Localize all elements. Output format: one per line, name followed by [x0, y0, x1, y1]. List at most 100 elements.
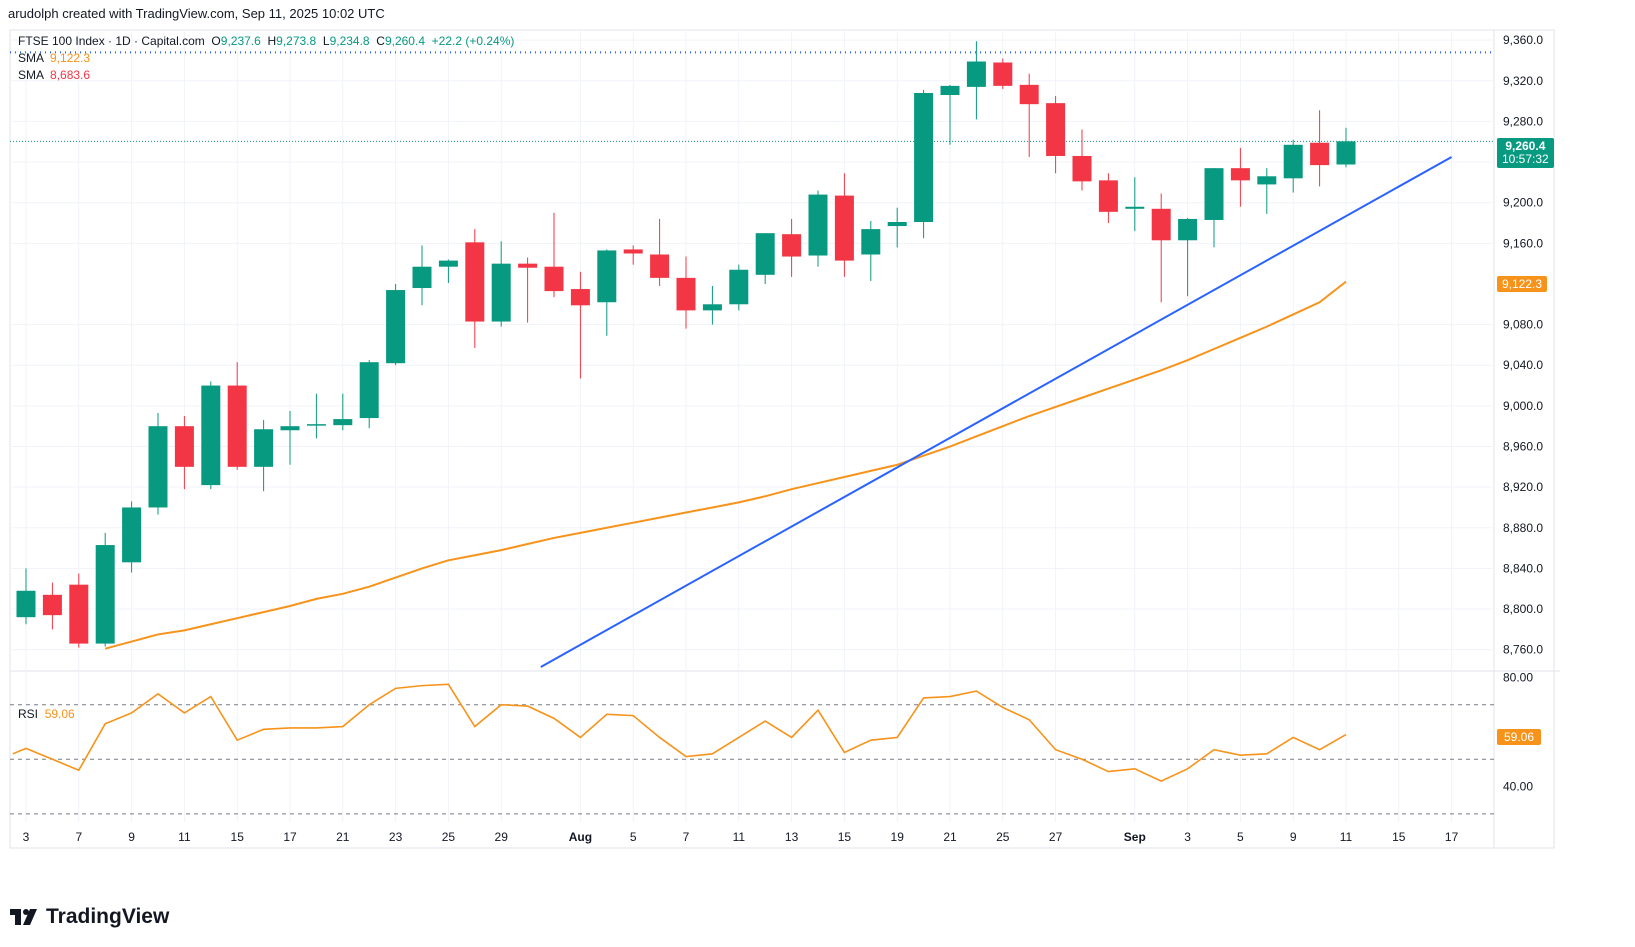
open-value: 9,237.6 [220, 34, 261, 48]
candle-body [1125, 206, 1145, 209]
last-price-text: 9,260.4 [1505, 139, 1546, 153]
sma2-row[interactable]: SMA 8,683.6 [18, 67, 514, 84]
candle-body [174, 426, 194, 467]
candle-body [729, 269, 749, 305]
low-value: 9,234.8 [329, 34, 370, 48]
rsi-legend[interactable]: RSI 59.06 [18, 707, 75, 721]
x-tick-label: 3 [1184, 830, 1191, 844]
attribution-text: arudolph created with TradingView.com, S… [8, 6, 385, 21]
candle-body [597, 250, 617, 303]
candle-body [808, 194, 828, 256]
sma-line [104, 280, 1347, 650]
x-tick-label: 5 [1237, 830, 1244, 844]
y-tick-label: 8,760.0 [1503, 643, 1543, 657]
rsi-label: RSI [18, 707, 39, 721]
candle-body [333, 419, 353, 426]
symbol-name: FTSE 100 Index · 1D · Capital.com [18, 34, 205, 48]
x-tick-label: 11 [1340, 830, 1353, 844]
close-value: 9,260.4 [384, 34, 425, 48]
candle-body [1072, 155, 1092, 182]
candle-body [280, 426, 300, 431]
candle-body [359, 362, 379, 419]
close-label: C [376, 34, 385, 48]
candle-body [69, 584, 89, 644]
candle-body [16, 590, 36, 618]
candle-body [42, 594, 62, 616]
sma-price-text: 9,122.3 [1502, 277, 1543, 291]
candle-body [755, 233, 775, 275]
y-tick-label: 9,000.0 [1503, 399, 1543, 413]
sma2-label: SMA [18, 68, 44, 82]
x-tick-label: 21 [336, 830, 350, 844]
candle-body [1204, 168, 1224, 220]
candle-body [201, 385, 221, 486]
rsi-line [12, 683, 1347, 782]
rsi-tick-label: 40.00 [1503, 780, 1533, 794]
candle-body [1257, 176, 1277, 185]
x-tick-label: 25 [442, 830, 456, 844]
candle-body [254, 429, 274, 467]
y-tick-label: 8,840.0 [1503, 561, 1543, 575]
countdown-text: 10:57:32 [1502, 152, 1549, 166]
x-tick-label: 19 [891, 830, 905, 844]
y-tick-label: 9,360.0 [1503, 33, 1543, 47]
sma1-label: SMA [18, 51, 44, 65]
rsi-value-tag: 59.06 [1497, 729, 1542, 745]
candle-body [940, 85, 960, 96]
candle-body [570, 289, 590, 306]
candle-body [518, 263, 538, 268]
sma1-value: 9,122.3 [50, 51, 91, 65]
x-tick-label: 27 [1049, 830, 1063, 844]
candle-body [1019, 84, 1039, 105]
y-tick-label: 8,960.0 [1503, 440, 1543, 454]
candle-body [887, 222, 907, 227]
rsi-legend-value: 59.06 [44, 707, 75, 721]
x-tick-label: 5 [630, 830, 637, 844]
x-tick-label: 11 [733, 830, 746, 844]
x-tick-label: 21 [943, 830, 957, 844]
candle-body [966, 61, 986, 87]
candle-body [1336, 141, 1356, 165]
x-tick-label: 15 [231, 830, 245, 844]
x-tick-label: 11 [178, 830, 191, 844]
candle-body [623, 249, 643, 254]
candle-body [702, 304, 722, 311]
low-label: L [322, 34, 330, 48]
candle-body [386, 290, 406, 364]
candle-body [227, 385, 247, 467]
x-tick-label: Aug [569, 830, 592, 844]
candle-body [122, 507, 142, 563]
candle-body [465, 242, 485, 322]
last-price-tag: 9,260.4 10:57:32 [1497, 138, 1554, 168]
change-value: +22.2 (+0.24%) [431, 34, 515, 48]
symbol-row[interactable]: FTSE 100 Index · 1D · Capital.com O9,237… [18, 33, 514, 50]
y-tick-label: 9,080.0 [1503, 318, 1543, 332]
candle-body [914, 92, 934, 222]
x-tick-label: 9 [128, 830, 135, 844]
tradingview-logo[interactable]: TradingView [10, 905, 169, 929]
sma-price-tag: 9,122.3 [1497, 276, 1548, 292]
candle-body [1230, 168, 1250, 181]
x-tick-label: 17 [283, 830, 297, 844]
y-tick-label: 9,200.0 [1503, 196, 1543, 210]
candle-body [1310, 142, 1330, 166]
high-label: H [267, 34, 277, 48]
candle-body [438, 260, 458, 267]
x-tick-label: 15 [838, 830, 852, 844]
open-label: O [211, 34, 221, 48]
y-tick-label: 8,920.0 [1503, 480, 1543, 494]
chart-frame [9, 29, 1555, 849]
sma1-row[interactable]: SMA 9,122.3 [18, 50, 514, 67]
high-value: 9,273.8 [276, 34, 317, 48]
x-tick-label: 13 [785, 830, 799, 844]
candle-body [650, 254, 670, 278]
trend-line [540, 156, 1453, 668]
candle-body [1046, 103, 1066, 156]
candle-body [148, 426, 168, 508]
candle-body [306, 424, 326, 426]
candle-body [1283, 144, 1303, 179]
x-tick-label: 17 [1445, 830, 1459, 844]
tradingview-logo-icon [10, 909, 37, 925]
x-tick-label: 3 [23, 830, 30, 844]
